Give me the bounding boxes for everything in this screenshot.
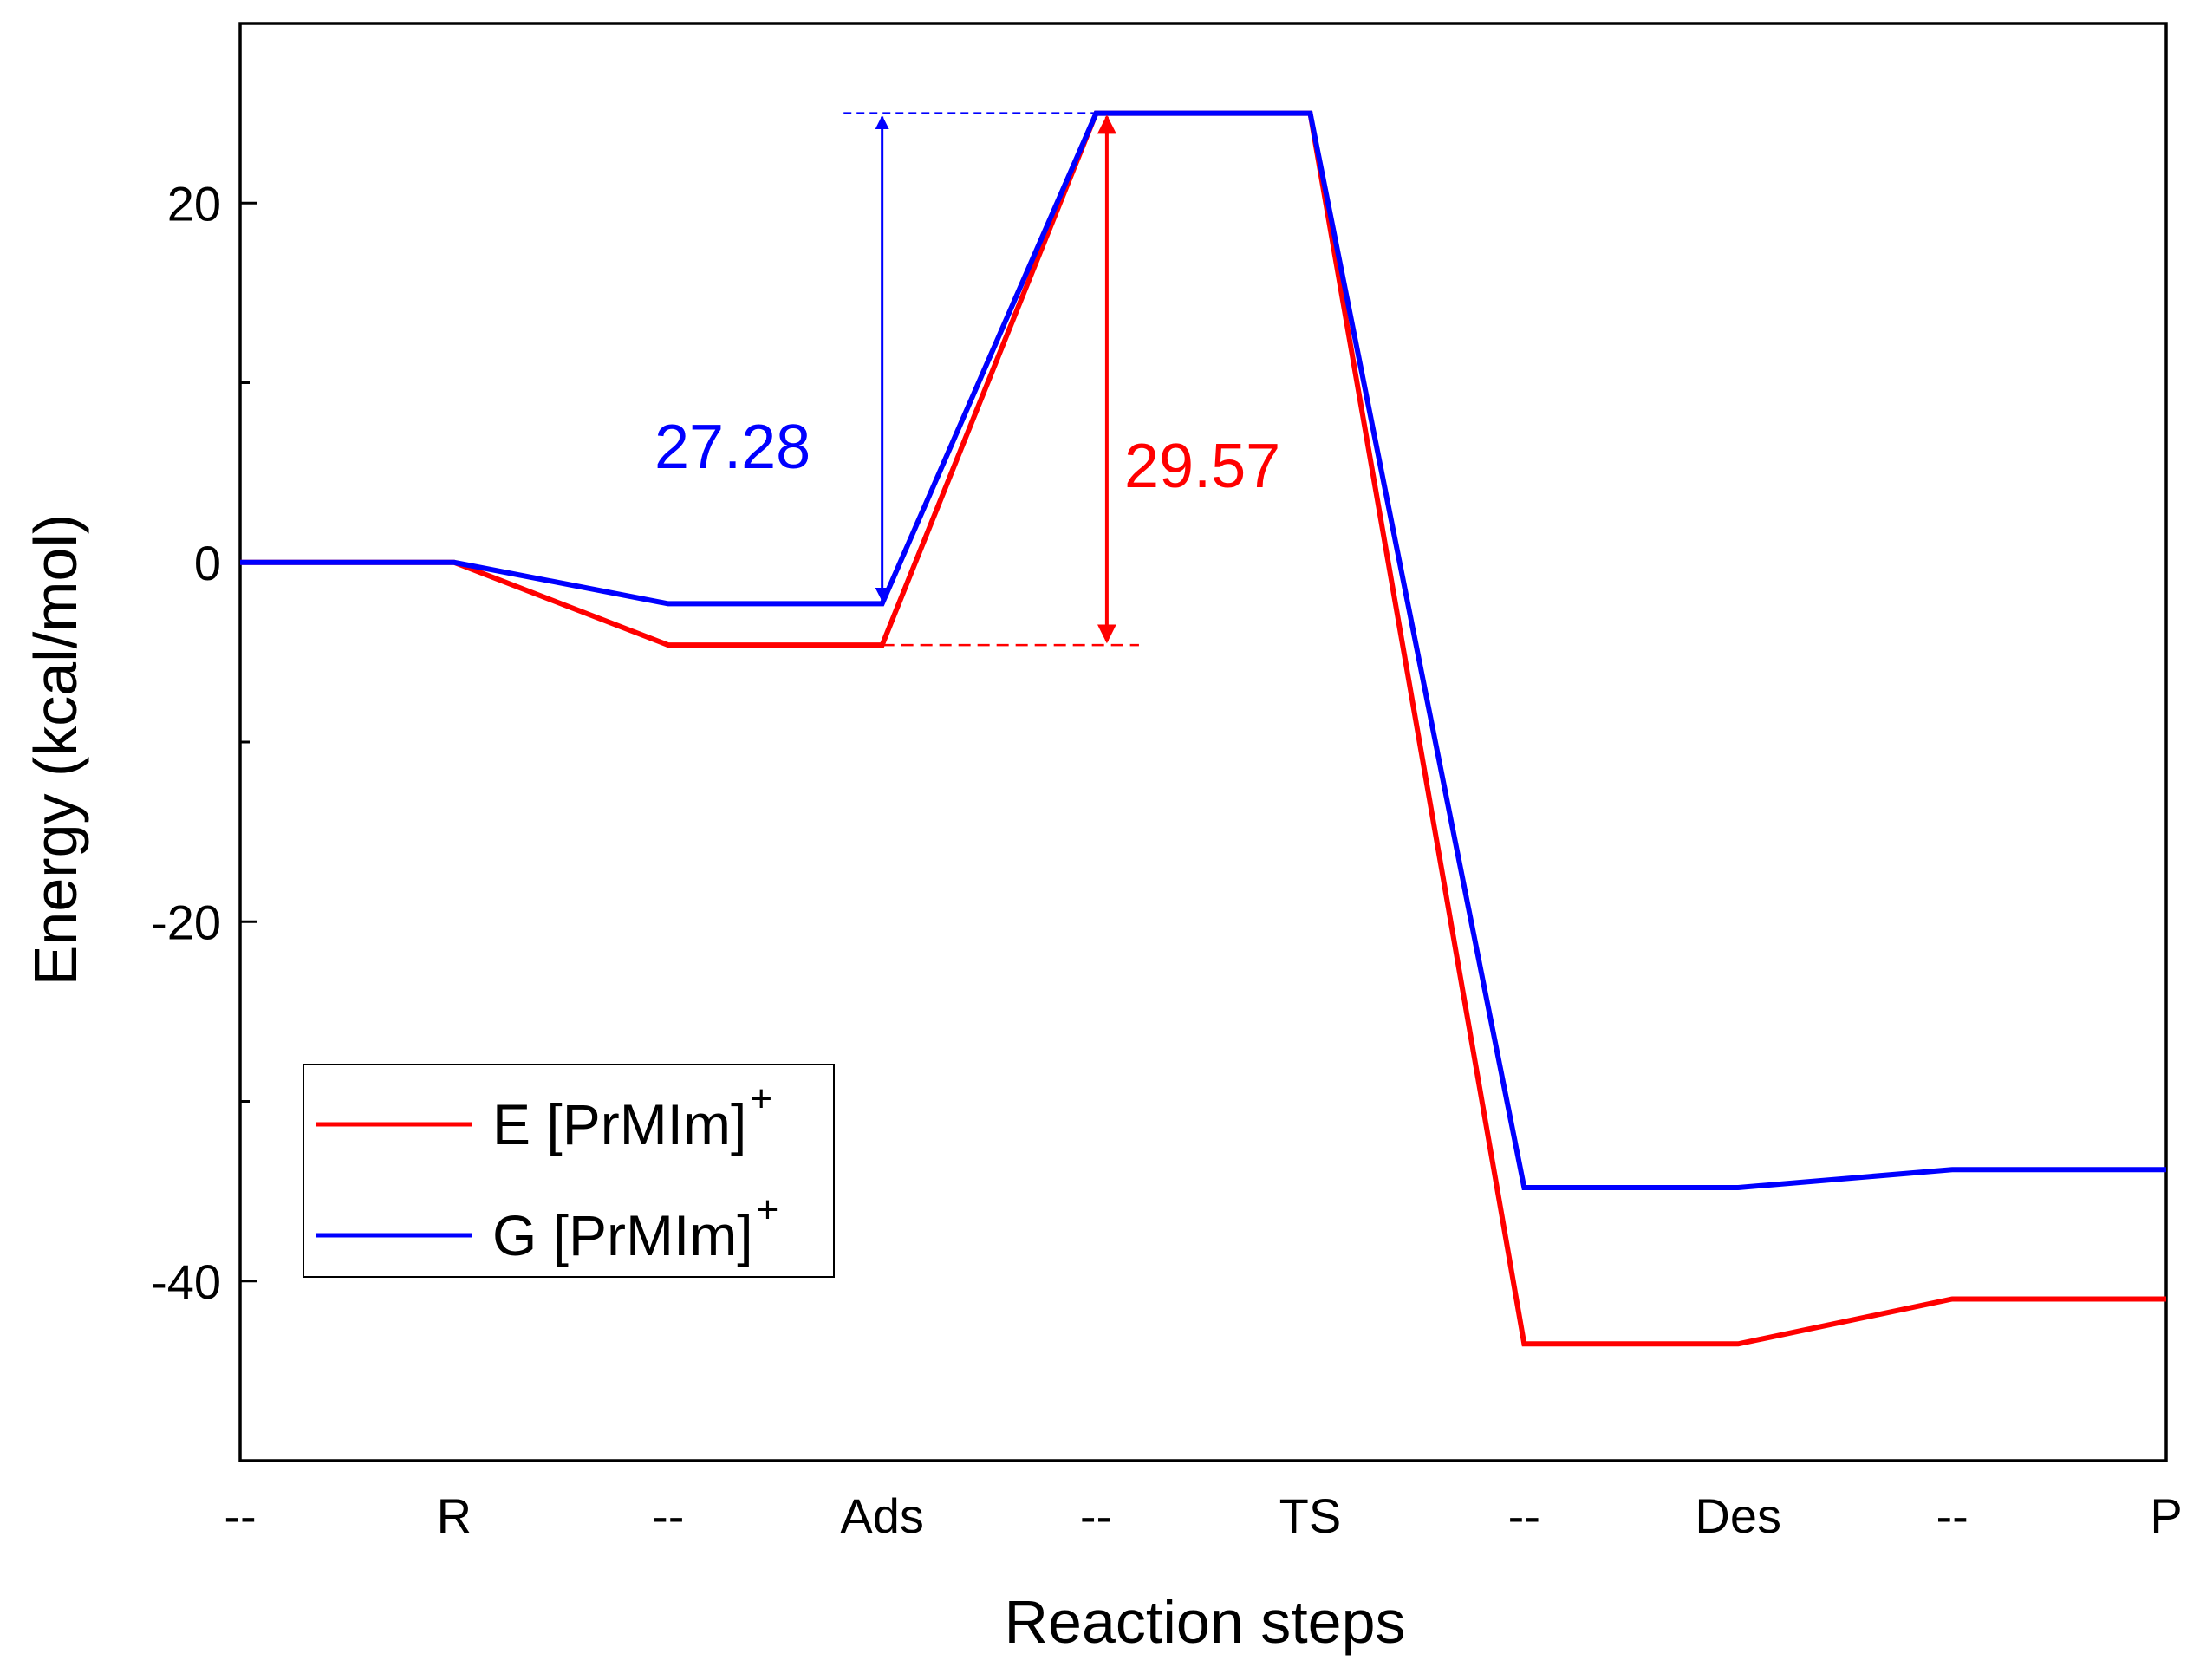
x-tick-label: --: [1080, 1488, 1112, 1543]
x-axis-title: Reaction steps: [1004, 1588, 1405, 1656]
y-tick-label: -40: [151, 1254, 221, 1309]
x-axis-ticks: -- R -- Ads -- TS -- Des -- P: [224, 1488, 2182, 1543]
y-axis-title: Energy (kcal/mol): [22, 514, 89, 987]
series-line-g: [240, 110, 2166, 1190]
y-tick-label: -20: [151, 895, 221, 949]
annotation-label-blue: 27.28: [654, 413, 810, 482]
legend-label-e-sup: +: [750, 1078, 772, 1120]
x-tick-label: Ads: [840, 1488, 924, 1543]
legend-box: [303, 1064, 835, 1278]
y-tick-label: 20: [167, 176, 221, 231]
series-lines: [240, 110, 2166, 1347]
legend-label-g: G [PrMIm]+: [492, 1188, 778, 1267]
legend-label-e: E [PrMIm]+: [492, 1078, 772, 1156]
y-axis-ticks: 20 0 -20 -40: [151, 176, 257, 1309]
y-tick-label: 0: [194, 536, 221, 590]
annotation-arrows: [875, 114, 1116, 644]
legend-label-g-text: G [PrMIm]: [492, 1203, 753, 1267]
x-tick-label: TS: [1279, 1488, 1342, 1543]
legend: E [PrMIm]+ G [PrMIm]+: [303, 1064, 835, 1278]
annotation-guides: [843, 112, 1139, 647]
x-tick-label: R: [437, 1488, 472, 1543]
legend-label-g-sup: +: [757, 1188, 779, 1231]
x-tick-label: P: [2150, 1488, 2182, 1543]
annotation-label-red: 29.57: [1124, 432, 1280, 501]
legend-label-e-text: E [PrMIm]: [492, 1092, 746, 1156]
x-tick-label: --: [1508, 1488, 1540, 1543]
x-tick-label: --: [1936, 1488, 1968, 1543]
x-tick-label: --: [652, 1488, 684, 1543]
x-tick-label: --: [224, 1488, 256, 1543]
x-tick-label: Des: [1695, 1488, 1781, 1543]
